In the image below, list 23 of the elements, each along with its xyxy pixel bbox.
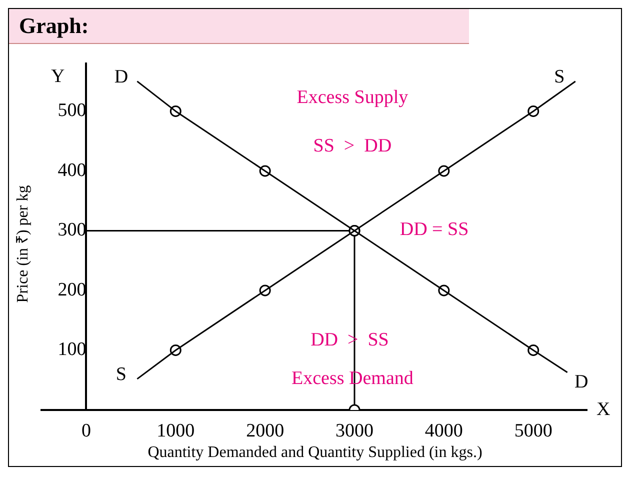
annotation: SS > DD bbox=[313, 136, 392, 157]
annotation: DD = SS bbox=[400, 218, 469, 240]
x-tick-label: 0 bbox=[81, 420, 91, 442]
y-tick-label: 400 bbox=[58, 160, 86, 181]
chart-title: Graph: bbox=[9, 9, 469, 44]
annotation: Y bbox=[51, 66, 65, 88]
x-tick-label: 3000 bbox=[335, 420, 374, 442]
y-tick-label: 300 bbox=[58, 220, 86, 241]
y-tick-label: 100 bbox=[58, 339, 86, 360]
x-axis-title: Quantity Demanded and Quantity Supplied (in kgs.) bbox=[146, 444, 484, 463]
y-tick-label: 200 bbox=[58, 279, 86, 300]
x-tick-label: 5000 bbox=[514, 420, 552, 442]
y-tick-label: 500 bbox=[58, 100, 86, 122]
x-tick-label: 2000 bbox=[246, 420, 284, 442]
y-axis-title: Price (in ₹) per kg bbox=[14, 185, 33, 303]
annotation: D bbox=[574, 371, 588, 392]
annotation: D bbox=[114, 66, 128, 88]
annotation: S bbox=[116, 364, 126, 385]
x-tick-label: 1000 bbox=[156, 420, 195, 442]
annotation: Excess Supply bbox=[296, 87, 409, 108]
text: X bbox=[596, 398, 610, 420]
annotation: S bbox=[554, 66, 565, 88]
x-tick-label: 4000 bbox=[424, 420, 463, 442]
